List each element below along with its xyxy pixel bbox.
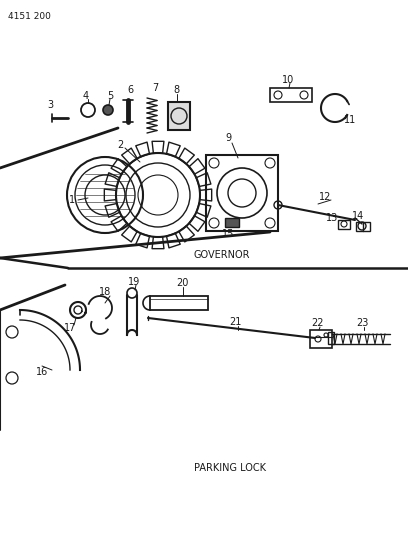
Circle shape xyxy=(103,105,113,115)
Text: 11: 11 xyxy=(344,115,356,125)
Bar xyxy=(168,102,190,130)
Text: 12: 12 xyxy=(319,192,331,202)
Text: 23: 23 xyxy=(356,318,368,328)
Text: 22: 22 xyxy=(312,318,324,328)
Text: 4151 200: 4151 200 xyxy=(8,12,51,21)
Text: 15: 15 xyxy=(222,229,234,239)
Text: 14: 14 xyxy=(352,211,364,221)
Text: PARKING LOCK: PARKING LOCK xyxy=(194,463,266,473)
Text: 6: 6 xyxy=(127,85,133,95)
Bar xyxy=(356,222,370,231)
Text: 19: 19 xyxy=(128,277,140,287)
Bar xyxy=(150,296,208,310)
Text: 3: 3 xyxy=(47,100,53,110)
Text: 18: 18 xyxy=(99,287,111,297)
Bar xyxy=(310,330,332,348)
Text: 9: 9 xyxy=(225,133,231,143)
Text: 1: 1 xyxy=(69,195,75,205)
Text: 10: 10 xyxy=(282,75,294,85)
Text: 5: 5 xyxy=(107,91,113,101)
Bar xyxy=(270,88,312,102)
Text: 17: 17 xyxy=(64,323,76,333)
Bar xyxy=(338,220,350,229)
Text: 21: 21 xyxy=(229,317,241,327)
Text: 20: 20 xyxy=(176,278,188,288)
Bar xyxy=(206,155,278,231)
Text: 2: 2 xyxy=(117,140,123,150)
Bar xyxy=(328,332,334,344)
Bar xyxy=(225,218,239,227)
Text: 13: 13 xyxy=(326,213,338,223)
Text: 8: 8 xyxy=(173,85,179,95)
Text: 7: 7 xyxy=(152,83,158,93)
Text: 4: 4 xyxy=(83,91,89,101)
Text: 16: 16 xyxy=(36,367,48,377)
Text: GOVERNOR: GOVERNOR xyxy=(194,250,250,260)
